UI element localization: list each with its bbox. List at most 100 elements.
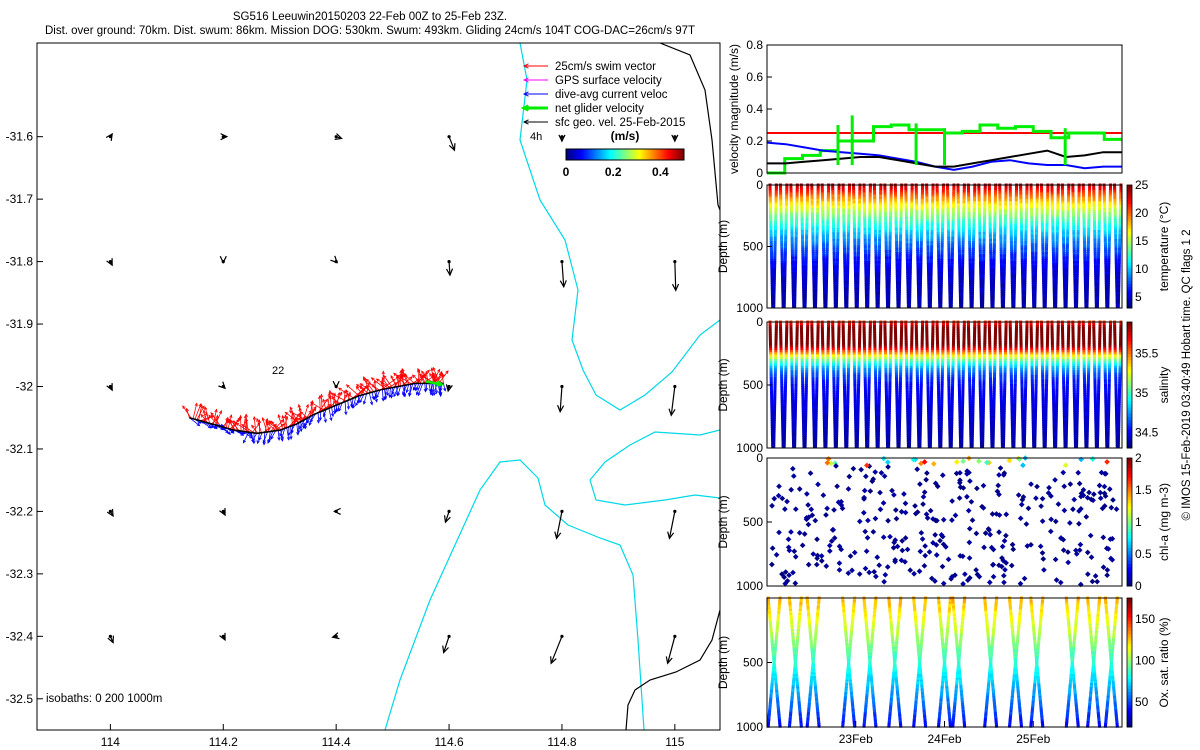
salinity-point	[804, 406, 808, 410]
salinity-point	[814, 408, 818, 412]
temperature-point	[810, 196, 814, 200]
temperature-point	[815, 221, 819, 225]
temperature-point	[1073, 263, 1077, 267]
velocity-ylabel: velocity magnitude (m/s)	[727, 44, 741, 174]
salinity-point	[820, 325, 824, 329]
temperature-point	[900, 187, 904, 191]
temperature-point	[1000, 267, 1004, 271]
temperature-point	[960, 291, 964, 295]
temperature-point	[939, 285, 943, 289]
temperature-point	[888, 256, 892, 260]
temperature-point	[877, 260, 881, 264]
temperature-point	[1106, 294, 1110, 298]
temperature-point	[842, 218, 846, 222]
legend-entry-1: GPS surface velocity	[555, 75, 662, 87]
temperature-point	[875, 285, 879, 289]
legend-colorbar-cell-48	[660, 149, 663, 160]
temperature-point	[856, 276, 860, 280]
temperature-point	[978, 216, 982, 220]
temperature-point	[1055, 252, 1059, 256]
temperature-colorbar-tick-2: 15	[1135, 234, 1149, 248]
temperature-point	[1094, 278, 1098, 282]
temperature-point	[988, 205, 992, 209]
temperature-point	[1097, 221, 1101, 225]
temperature-point	[993, 227, 997, 231]
temperature-point	[854, 278, 858, 282]
temperature-point	[1031, 249, 1035, 253]
temperature-point	[868, 203, 872, 207]
salinity-point	[773, 395, 777, 399]
temperature-point	[803, 305, 807, 309]
temperature-point	[812, 265, 816, 269]
temperature-point	[1043, 300, 1047, 304]
temperature-point	[936, 221, 940, 225]
salinity-point	[825, 408, 829, 412]
salinity-point	[802, 433, 806, 437]
temperature-point	[804, 241, 808, 245]
salinity-point	[772, 442, 776, 446]
temperature-point	[1064, 291, 1068, 295]
temperature-point	[991, 287, 995, 291]
temperature-point	[814, 260, 818, 264]
temperature-point	[893, 187, 897, 191]
temperature-point	[1118, 216, 1122, 220]
temperature-point	[1084, 285, 1088, 289]
salinity-point	[822, 418, 826, 422]
temperature-point	[999, 225, 1003, 229]
temperature-point	[916, 252, 920, 256]
temperature-point	[1021, 291, 1025, 295]
temperature-point	[1025, 196, 1029, 200]
temperature-point	[837, 192, 841, 196]
temperature-point	[1065, 245, 1069, 249]
temperature-point	[937, 280, 941, 284]
temperature-point	[908, 285, 912, 289]
temperature-point	[1040, 227, 1044, 231]
temperature-point	[784, 223, 788, 227]
temperature-point	[946, 192, 950, 196]
temperature-point	[889, 192, 893, 196]
temperature-point	[1010, 278, 1014, 282]
temperature-point	[1062, 238, 1066, 242]
temperature-point	[1002, 285, 1006, 289]
temperature-point	[899, 214, 903, 218]
temperature-point	[769, 214, 773, 218]
temperature-point	[1061, 223, 1065, 227]
temperature-point	[910, 210, 914, 214]
temperature-point	[915, 241, 919, 245]
dac-vector-93	[412, 383, 418, 391]
temperature-point	[825, 254, 829, 258]
temperature-point	[1063, 291, 1067, 295]
temperature-point	[857, 232, 861, 236]
chart-title-line-2: Dist. over ground: 70km. Dist. swum: 86k…	[44, 25, 696, 37]
temperature-point	[1042, 291, 1046, 295]
temperature-point	[822, 276, 826, 280]
temperature-point	[1002, 258, 1006, 262]
salinity-point	[795, 329, 799, 333]
salinity-point	[816, 331, 820, 335]
temperature-point	[794, 227, 798, 231]
sfc-vector-3	[448, 136, 456, 152]
temperature-point	[1075, 298, 1079, 302]
map-y-tick-label-8: -32.4	[6, 629, 34, 643]
temperature-point	[897, 287, 901, 291]
temperature-point	[1014, 216, 1018, 220]
temperature-point	[1013, 263, 1017, 267]
salinity-point	[793, 415, 797, 419]
temperature-point	[853, 260, 857, 264]
temperature-point	[1108, 205, 1112, 209]
temperature-point	[1030, 223, 1034, 227]
temperature-point	[977, 192, 981, 196]
temperature-point	[950, 283, 954, 287]
temperature-point	[873, 196, 877, 200]
temperature-point	[941, 210, 945, 214]
temperature-point	[1114, 247, 1118, 251]
temperature-point	[993, 225, 997, 229]
temperature-point	[1009, 243, 1013, 247]
temperature-point	[815, 258, 819, 262]
temperature-point	[1010, 260, 1014, 264]
temperature-point	[908, 291, 912, 295]
salinity-point	[802, 427, 806, 431]
temperature-point	[1077, 205, 1081, 209]
temperature-colorbar-cell-18	[1127, 249, 1132, 254]
legend-colorbar-cell-2	[569, 149, 573, 160]
